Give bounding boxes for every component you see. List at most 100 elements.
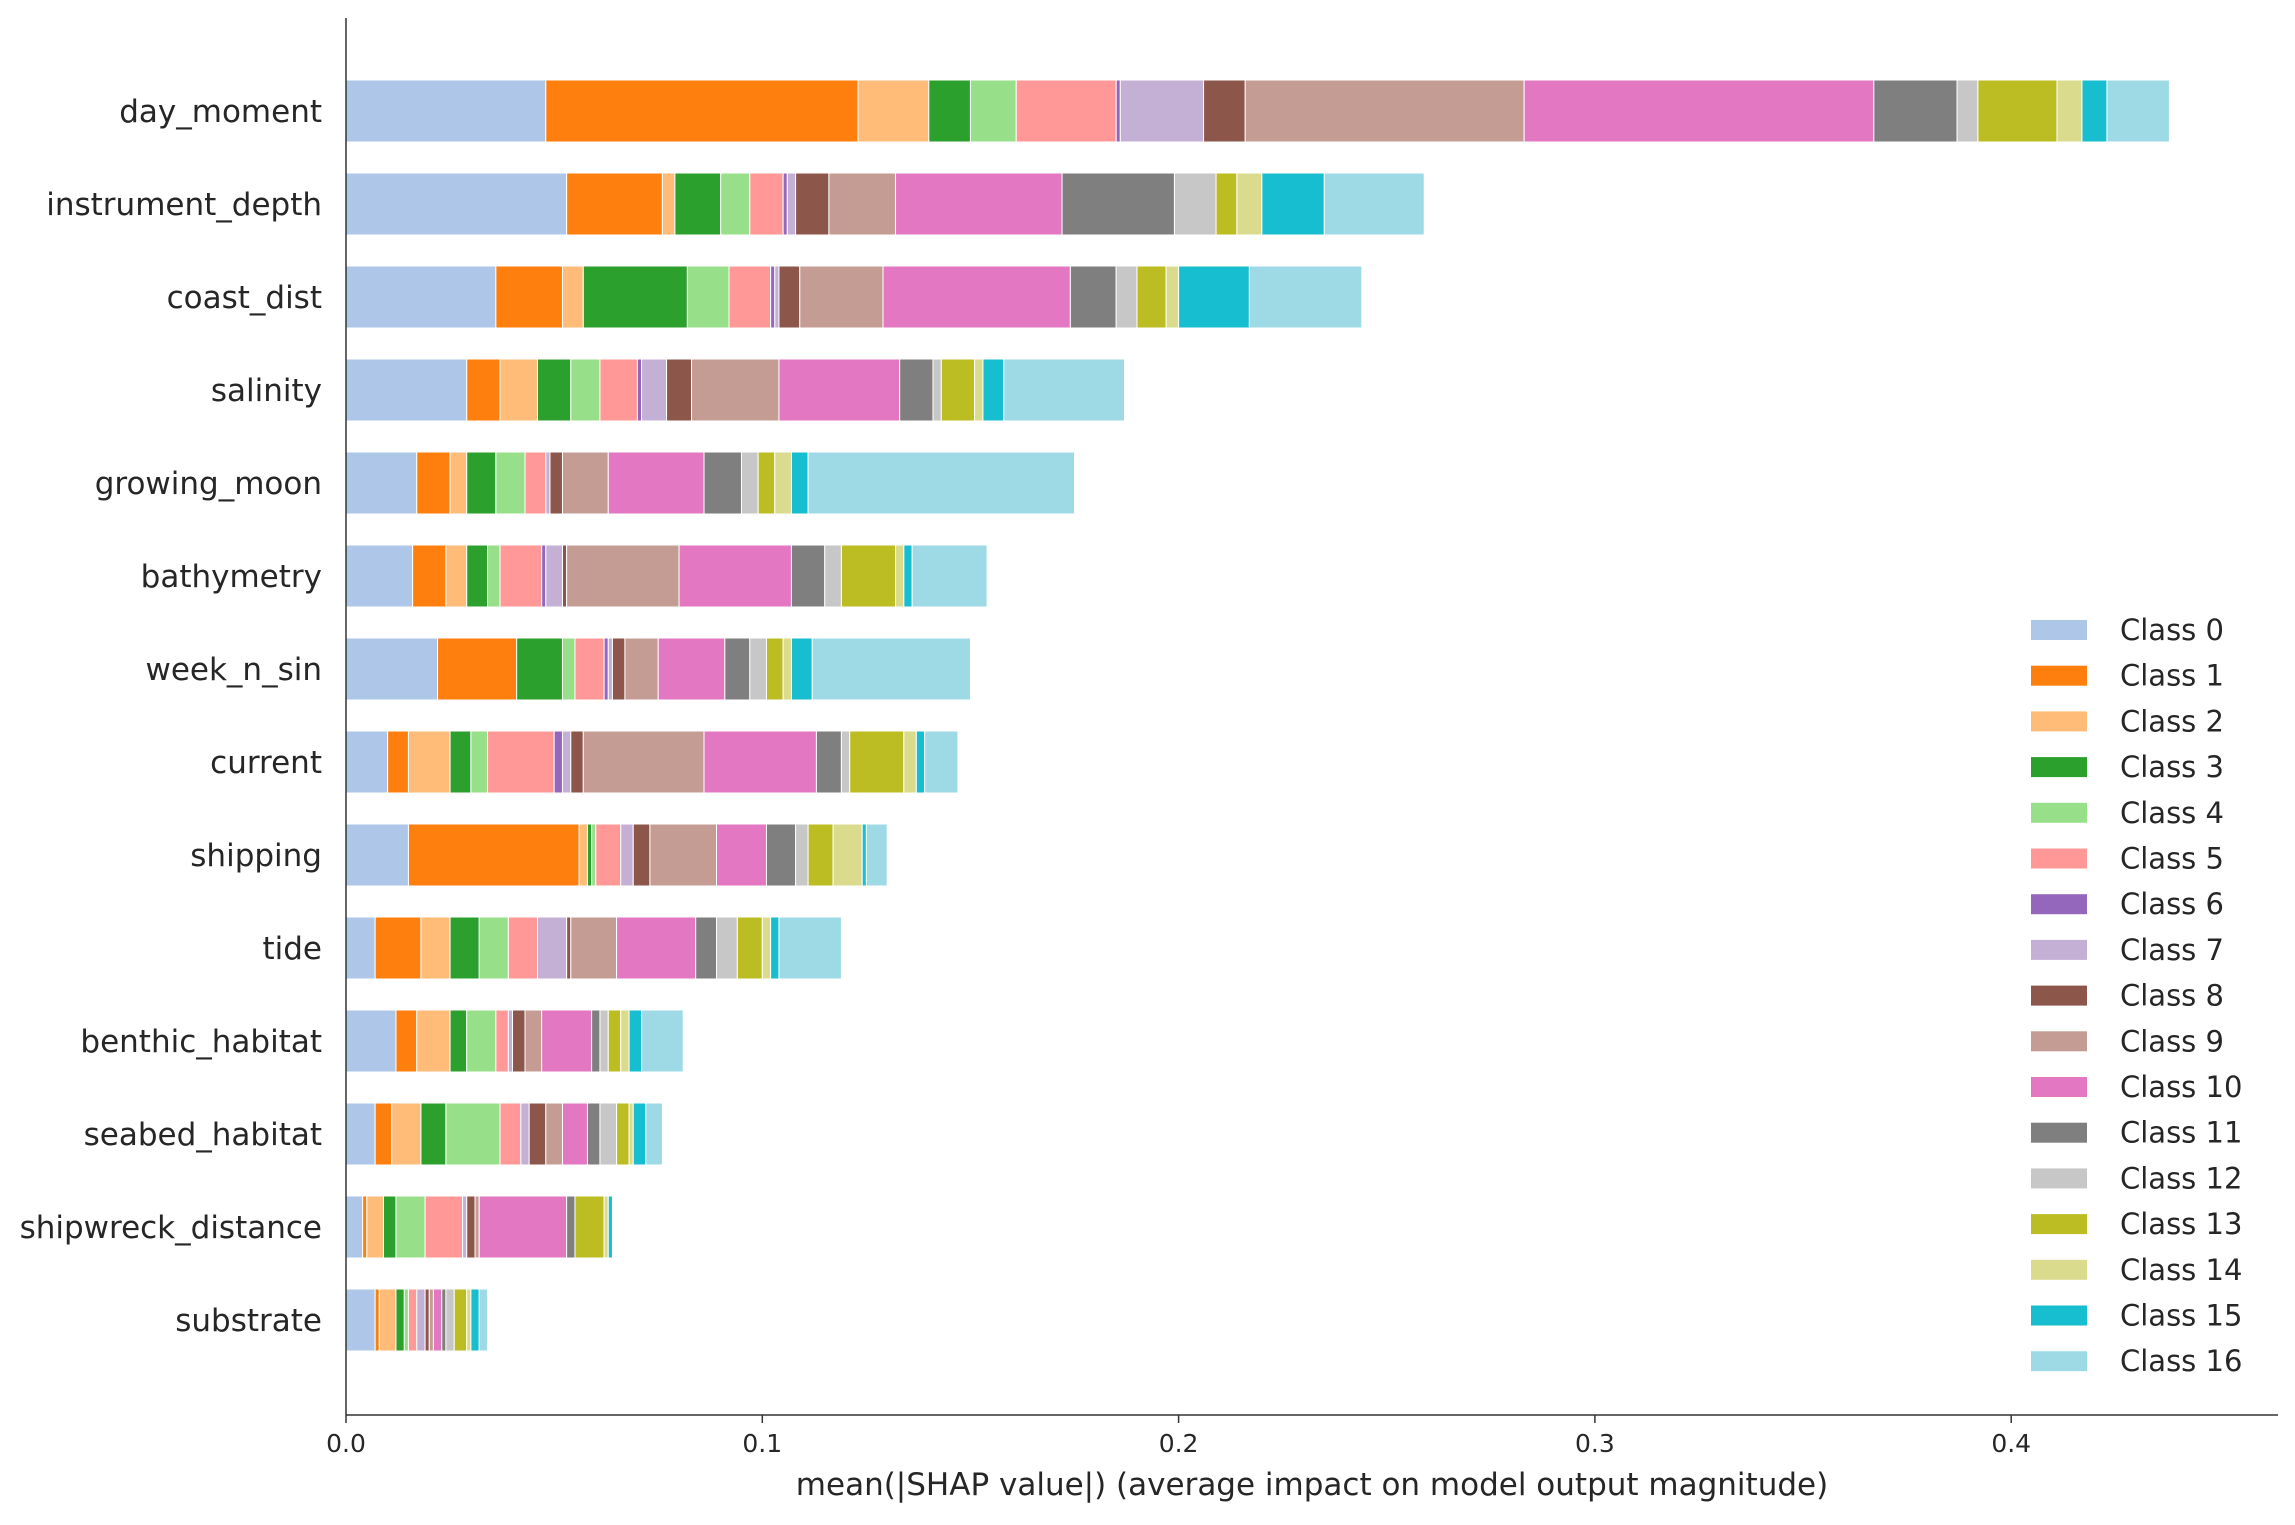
bar-segment <box>345 637 439 701</box>
bar-segment <box>374 1102 393 1166</box>
bar-segment <box>1178 265 1250 329</box>
category-label: seabed_habitat <box>84 1117 322 1153</box>
bar-segment <box>778 916 842 980</box>
bar-segment <box>1115 265 1138 329</box>
bar-segment <box>636 358 643 422</box>
bar-segment <box>774 451 792 515</box>
legend-label: Class 10 <box>2120 1070 2242 1104</box>
bar-segment <box>782 172 788 236</box>
bar-segment <box>495 451 526 515</box>
bar-segment <box>607 1009 622 1073</box>
bar-segment <box>437 637 518 701</box>
bar-segment <box>1003 358 1125 422</box>
bar-segment <box>1323 172 1425 236</box>
bar-segment <box>466 1195 476 1259</box>
bar-segment <box>549 451 563 515</box>
bar-segment <box>570 358 601 422</box>
bar-segment <box>795 172 830 236</box>
legend-swatch <box>2031 665 2087 686</box>
bar-segment <box>928 79 971 143</box>
legend-label: Class 12 <box>2120 1161 2242 1195</box>
bar-segment <box>537 916 568 980</box>
category-label: growing_moon <box>95 466 322 502</box>
bar-segment <box>462 1195 468 1259</box>
bar-segment <box>561 637 576 701</box>
bar-segment <box>895 544 905 608</box>
category-label: instrument_depth <box>46 187 322 223</box>
bar-segment <box>1248 265 1363 329</box>
bar-segment <box>790 544 826 608</box>
legend-label: Class 1 <box>2120 659 2224 693</box>
bar-segment <box>924 730 959 794</box>
bar-segment <box>582 265 688 329</box>
bar-segment <box>387 730 409 794</box>
bar-segment <box>345 451 418 515</box>
bar-segment <box>940 358 976 422</box>
bar-segment <box>782 637 792 701</box>
bar-segment <box>807 823 834 887</box>
bar-segment <box>678 544 792 608</box>
category-label: substrate <box>175 1303 322 1339</box>
bar-segment <box>487 730 555 794</box>
bar-segment <box>412 544 447 608</box>
bar-segment <box>795 823 809 887</box>
bar-segment <box>903 730 917 794</box>
legend-label: Class 8 <box>2120 979 2224 1013</box>
bar-segment <box>903 544 913 608</box>
bar-segment <box>374 916 422 980</box>
legend-swatch <box>2031 1122 2087 1143</box>
bar-segment <box>815 730 842 794</box>
bar-segment <box>657 637 726 701</box>
bar-segment <box>982 358 1005 422</box>
bar-segment <box>1203 79 1246 143</box>
bar-segment <box>545 544 563 608</box>
bar-segment <box>512 1009 526 1073</box>
bar-segment <box>641 358 668 422</box>
legend-swatch <box>2031 620 2087 640</box>
bar-segment <box>424 1195 464 1259</box>
x-tick-label: 0.2 <box>1159 1429 1199 1458</box>
bar-segment <box>716 823 767 887</box>
bar-segment <box>478 916 509 980</box>
bar-segment <box>1115 79 1121 143</box>
legend-swatch <box>2031 711 2087 732</box>
bar-segment <box>345 79 547 143</box>
legend-swatch <box>2031 1259 2087 1280</box>
bar-segment <box>345 265 497 329</box>
legend-label: Class 15 <box>2120 1299 2242 1333</box>
bar-segment <box>2081 79 2108 143</box>
legend-label: Class 3 <box>2120 750 2224 784</box>
category-label: bathymetry <box>141 559 322 595</box>
bar-segment <box>2056 79 2083 143</box>
bar-segment <box>790 451 809 515</box>
category-label: salinity <box>211 373 322 409</box>
bar-segment <box>466 1288 472 1352</box>
bar-segment <box>799 265 884 329</box>
legend-swatch <box>2031 802 2087 823</box>
bar-segment <box>345 1009 397 1073</box>
bar-segment <box>1523 79 1875 143</box>
legend-swatch <box>2031 1351 2087 1372</box>
bar-segment <box>478 1195 568 1259</box>
bar-segment <box>466 358 501 422</box>
bar-segment <box>666 358 693 422</box>
bar-segment <box>899 358 934 422</box>
bar-segment <box>374 1288 380 1352</box>
legend-label: Class 6 <box>2120 887 2224 921</box>
bar-segment <box>591 823 597 887</box>
bar-segment <box>1244 79 1525 143</box>
bar-segment <box>1173 172 1217 236</box>
bar-segment <box>1015 79 1117 143</box>
bar-segment <box>1261 172 1325 236</box>
bar-segment <box>828 172 897 236</box>
bar-segment <box>420 1102 447 1166</box>
category-label: tide <box>262 931 322 967</box>
category-label: current <box>210 745 322 781</box>
bar-segment <box>395 1288 405 1352</box>
bar-segment <box>932 358 942 422</box>
bar-segment <box>545 79 859 143</box>
bar-segment <box>915 730 926 794</box>
bar-segment <box>416 1009 451 1073</box>
bar-segment <box>607 451 705 515</box>
bar-segment <box>424 1288 430 1352</box>
